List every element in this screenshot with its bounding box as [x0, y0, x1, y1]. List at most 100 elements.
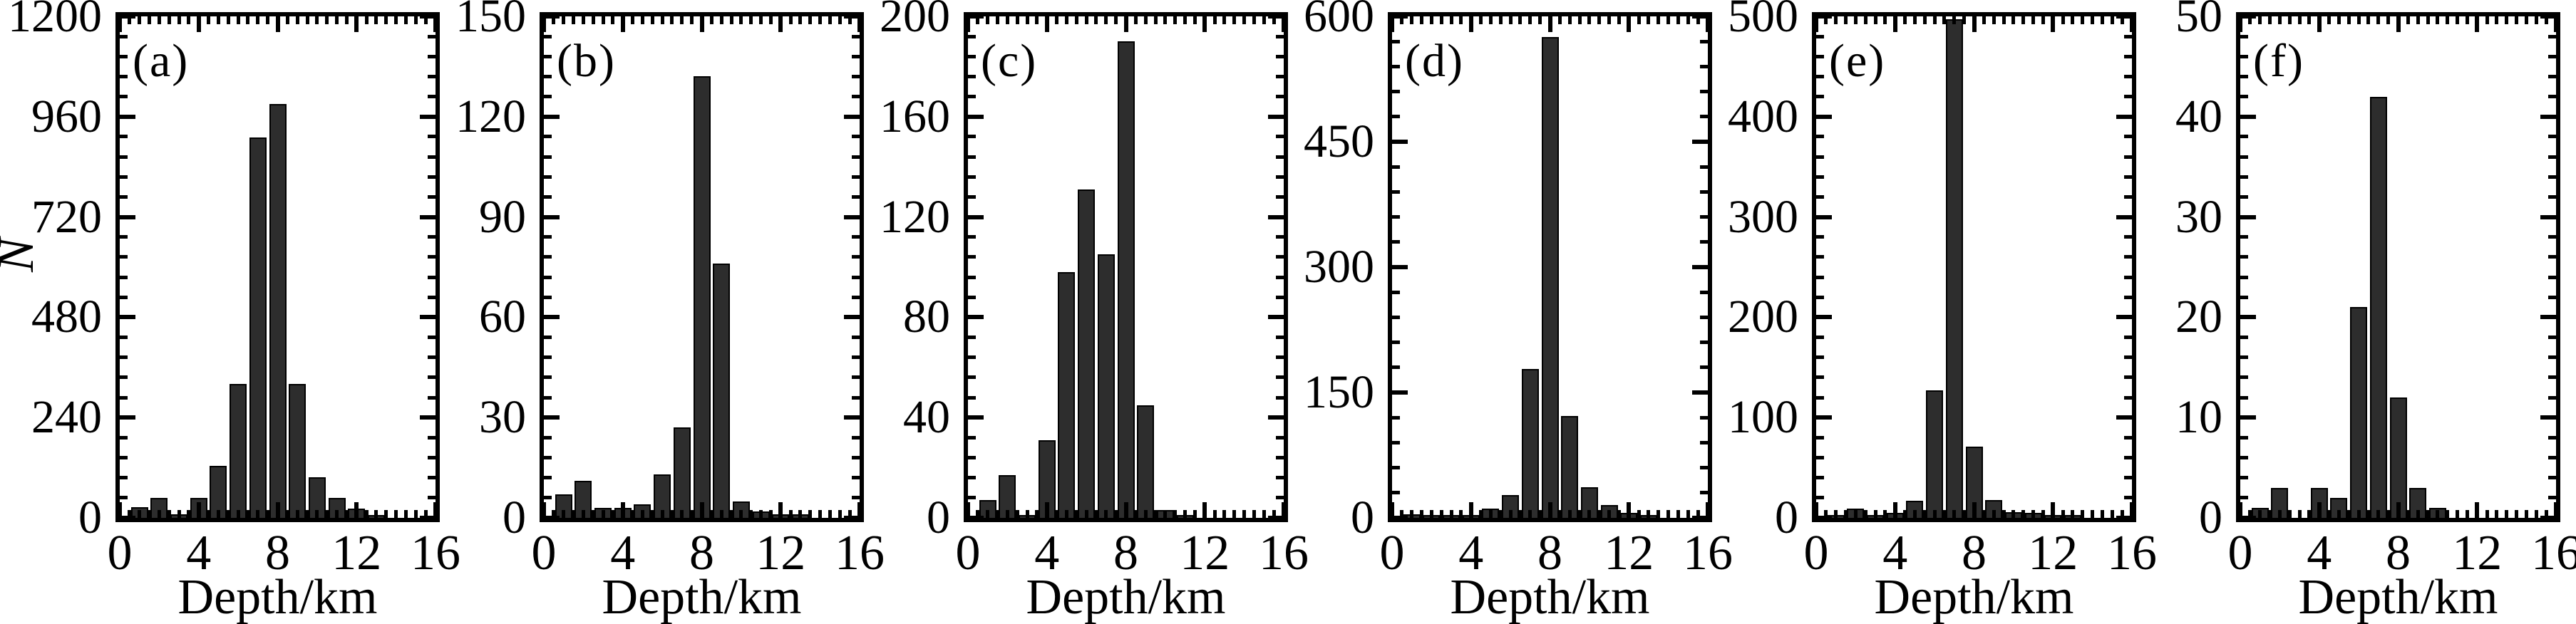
x-tick-label: 8: [1113, 526, 1138, 581]
y-tick-label: 240: [31, 391, 102, 444]
x-axis-title: Depth/km: [1026, 570, 1226, 624]
tick-mark: [1816, 14, 1832, 19]
tick-mark: [852, 175, 860, 179]
tick-mark: [2485, 510, 2489, 518]
y-tick-label: 60: [479, 291, 526, 343]
tick-mark: [759, 510, 763, 518]
tick-mark: [968, 255, 976, 259]
tick-mark: [2031, 16, 2036, 24]
tick-mark: [1518, 510, 1523, 518]
tick-mark: [2548, 295, 2556, 299]
tick-mark: [1700, 215, 1708, 219]
tick-mark: [1627, 502, 1632, 518]
x-tick-label: 12: [331, 526, 382, 581]
tick-mark: [1276, 435, 1284, 440]
tick-mark: [670, 16, 674, 24]
tick-mark: [2240, 336, 2248, 340]
tick-mark: [1972, 502, 1977, 518]
tick-mark: [2240, 275, 2248, 279]
tick-mark: [1816, 74, 1824, 78]
tick-mark: [852, 295, 860, 299]
histogram-bar: [713, 264, 731, 518]
tick-mark: [968, 275, 976, 279]
tick-mark: [1700, 365, 1708, 370]
tick-mark: [2548, 95, 2556, 99]
plot-frame-b: (b): [540, 12, 864, 522]
tick-mark: [699, 502, 704, 518]
tick-mark: [2406, 510, 2410, 518]
tick-mark: [2124, 34, 2132, 38]
tick-mark: [968, 175, 976, 179]
tick-mark: [1834, 16, 1838, 24]
tick-mark: [1392, 265, 1408, 269]
tick-mark: [120, 456, 128, 460]
tick-mark: [544, 34, 552, 38]
tick-mark: [1400, 16, 1404, 24]
tick-mark: [118, 502, 122, 518]
tick-mark: [2416, 510, 2420, 518]
tick-mark: [1276, 496, 1284, 500]
tick-mark: [1816, 155, 1824, 159]
tick-mark: [2240, 214, 2256, 219]
tick-mark: [2240, 194, 2248, 199]
tick-mark: [1114, 510, 1118, 518]
tick-mark: [1252, 510, 1256, 518]
tick-mark: [1392, 315, 1400, 319]
tick-mark: [413, 16, 418, 24]
tick-mark: [2346, 510, 2351, 518]
tick-mark: [315, 16, 319, 24]
plot-frame-e: (e): [1812, 12, 2136, 522]
tick-mark: [1700, 440, 1708, 444]
tick-mark: [120, 395, 128, 400]
tick-mark: [1952, 16, 1957, 24]
tick-mark: [120, 34, 128, 38]
tick-mark: [828, 510, 832, 518]
x-axis-title: Depth/km: [602, 570, 802, 624]
tick-mark: [788, 510, 793, 518]
tick-mark: [601, 16, 605, 24]
tick-mark: [2548, 496, 2556, 500]
tick-mark: [1627, 16, 1632, 32]
tick-mark: [1392, 365, 1400, 370]
x-tick-label: 0: [531, 526, 557, 581]
tick-mark: [1577, 510, 1582, 518]
tick-mark: [275, 502, 280, 518]
tick-mark: [1488, 510, 1493, 518]
tick-mark: [544, 194, 552, 199]
tick-mark: [1123, 16, 1128, 32]
tick-mark: [325, 510, 329, 518]
tick-mark: [857, 16, 862, 32]
tick-mark: [2287, 510, 2292, 518]
tick-mark: [996, 16, 1000, 24]
tick-mark: [1692, 516, 1708, 520]
tick-mark: [749, 510, 753, 518]
tick-mark: [729, 16, 733, 24]
tick-mark: [2554, 16, 2558, 32]
tick-mark: [1104, 510, 1108, 518]
histogram-bar: [555, 494, 572, 518]
tick-mark: [1163, 510, 1168, 518]
tick-mark: [1962, 510, 1967, 518]
tick-mark: [420, 14, 436, 19]
y-tick-label: 200: [880, 0, 950, 42]
tick-mark: [2534, 16, 2538, 24]
tick-mark: [2011, 510, 2016, 518]
tick-mark: [1816, 54, 1824, 58]
tick-mark: [1276, 275, 1284, 279]
tick-mark: [2548, 194, 2556, 199]
tick-mark: [226, 16, 230, 24]
tick-mark: [1657, 510, 1661, 518]
tick-mark: [2534, 510, 2538, 518]
tick-mark: [423, 16, 428, 24]
tick-mark: [2436, 16, 2440, 24]
tick-mark: [1268, 516, 1284, 520]
tick-mark: [968, 114, 984, 119]
tick-mark: [968, 355, 976, 360]
tick-mark: [428, 175, 436, 179]
tick-mark: [428, 336, 436, 340]
histogram-bar: [1097, 254, 1115, 518]
y-tick-label: 0: [1351, 492, 1374, 544]
tick-mark: [2426, 16, 2430, 24]
tick-mark: [428, 395, 436, 400]
tick-mark: [2240, 34, 2248, 38]
